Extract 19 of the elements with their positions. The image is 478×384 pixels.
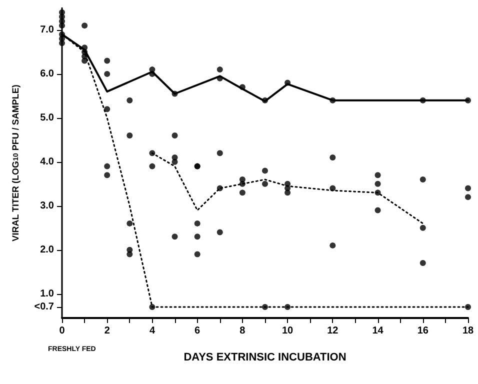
y-tick-label: 1.0 (40, 288, 54, 300)
x-tick-label: 18 (462, 326, 474, 336)
x-tick-label: 8 (240, 326, 246, 336)
y-tick-label: 4.0 (40, 156, 54, 168)
x-tick-label: 16 (417, 326, 429, 336)
x-axis-title: DAYS EXTRINSIC INCUBATION (184, 352, 346, 364)
x-tick-label: 0 (59, 326, 66, 336)
y-tick-label: 6.0 (40, 68, 54, 80)
x-tick-label: 14 (372, 326, 384, 336)
y-tick-label: 5.0 (40, 112, 54, 124)
y-tick-label: 7.0 (40, 24, 54, 36)
y-tick-label: 3.0 (40, 200, 54, 212)
y-tick-label: 2.0 (40, 244, 54, 256)
x-tick-label: 6 (194, 326, 201, 336)
x-tick-label: 4 (149, 326, 156, 336)
y-tick-label: <0.7 (34, 302, 54, 313)
x-tick-label: 2 (104, 326, 110, 336)
x-tick-label: 12 (327, 326, 339, 336)
x-tick-label: 10 (282, 326, 294, 336)
